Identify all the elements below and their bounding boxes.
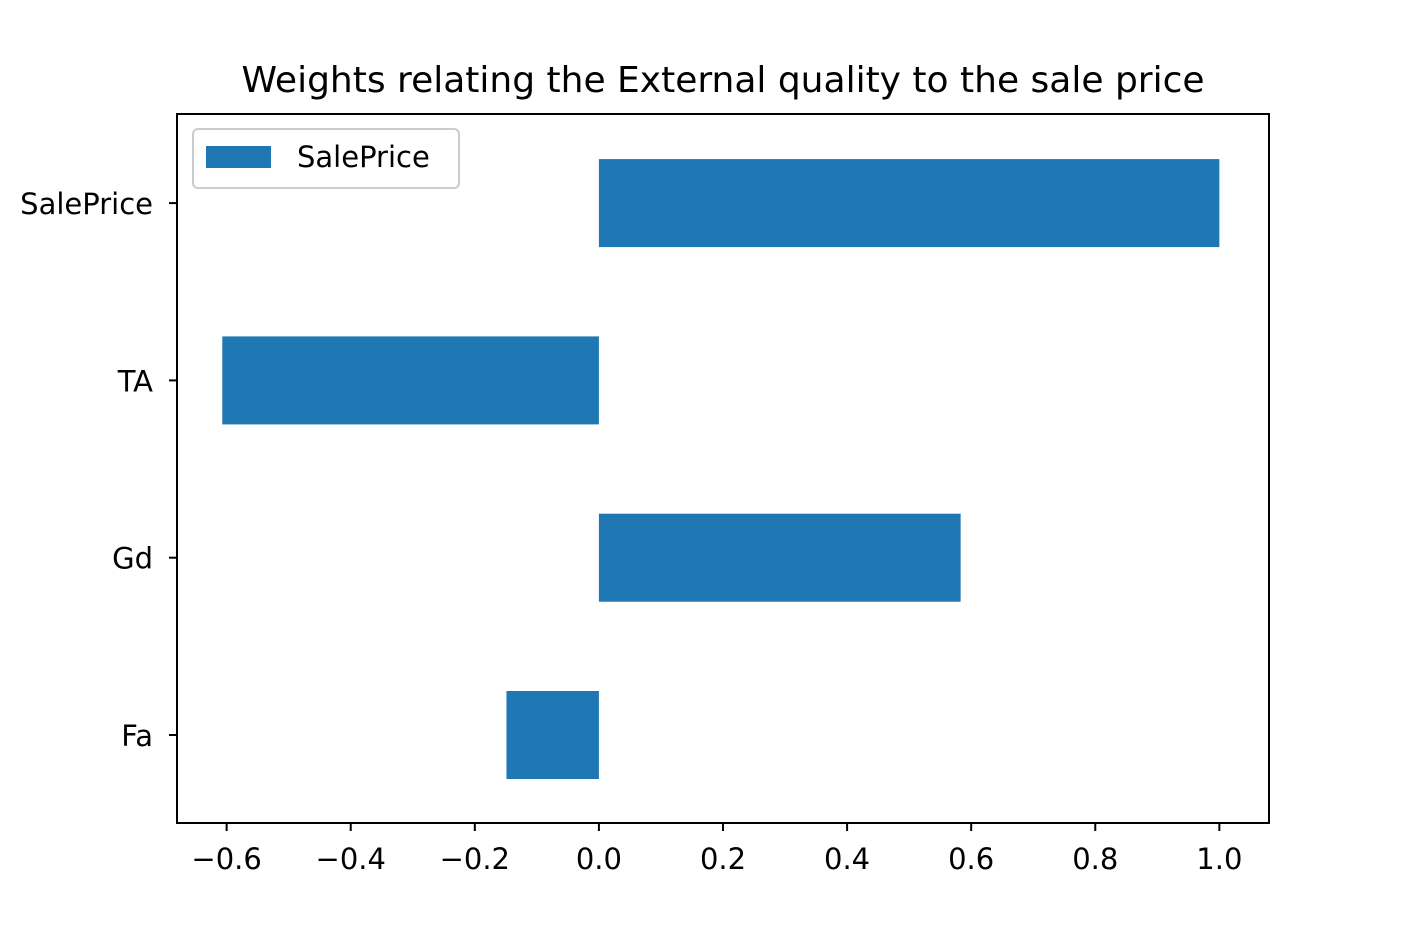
x-axis: −0.6 −0.4 −0.2 0.0 0.2 0.4 0.6 0.8 1.0	[191, 823, 1242, 876]
x-tick-label: −0.2	[440, 842, 510, 876]
y-tick-label-gd: Gd	[112, 542, 153, 576]
x-tick-label: −0.4	[316, 842, 386, 876]
bar-ta	[222, 336, 599, 425]
x-tick-label: 0.4	[824, 842, 870, 876]
bars-group	[222, 159, 1220, 779]
x-tick-label: 0.8	[1072, 842, 1118, 876]
x-tick-label: 0.2	[700, 842, 746, 876]
legend-frame	[192, 128, 460, 189]
legend-label: SalePrice	[297, 140, 430, 174]
legend-swatch	[206, 146, 271, 168]
x-tick-label: 1.0	[1196, 842, 1242, 876]
y-axis: Fa Gd TA SalePrice	[20, 187, 177, 753]
bar-saleprice	[598, 159, 1220, 248]
x-tick-label: 0.0	[576, 842, 622, 876]
legend: SalePrice	[192, 128, 460, 189]
bar-gd	[598, 513, 961, 602]
y-tick-label-saleprice: SalePrice	[20, 187, 153, 221]
x-tick-label: 0.6	[948, 842, 994, 876]
y-tick-label-fa: Fa	[121, 719, 153, 753]
y-tick-label-ta: TA	[117, 364, 153, 398]
bar-fa	[506, 691, 599, 779]
chart-title: Weights relating the External quality to…	[241, 60, 1204, 101]
x-tick-label: −0.6	[191, 842, 261, 876]
